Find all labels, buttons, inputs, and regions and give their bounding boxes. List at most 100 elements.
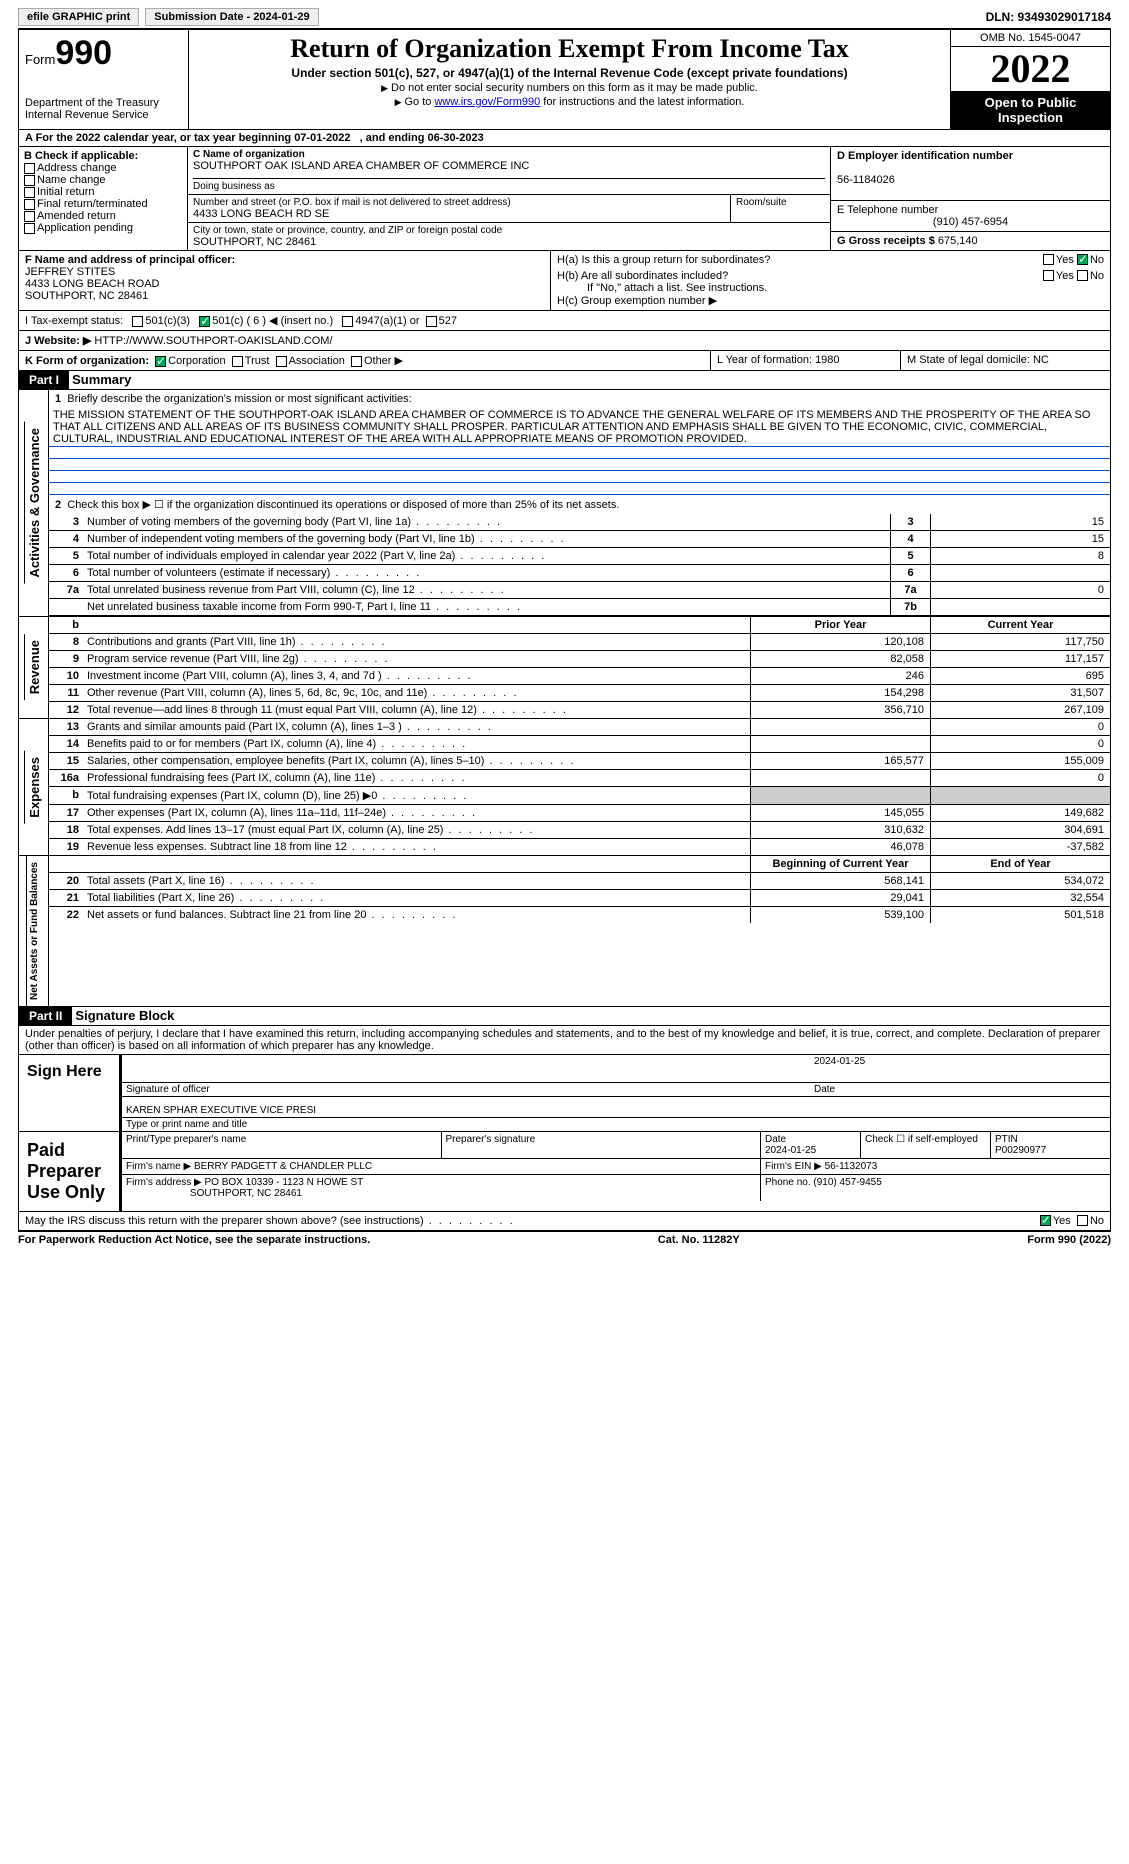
line-num: 11: [49, 685, 83, 701]
line-text: Professional fundraising fees (Part IX, …: [83, 770, 750, 786]
line-num: 14: [49, 736, 83, 752]
c-label: C Name of organization: [193, 149, 305, 160]
line-num: 10: [49, 668, 83, 684]
ein-value: 56-1184026: [837, 174, 895, 186]
line-text: Revenue less expenses. Subtract line 18 …: [83, 839, 750, 855]
gov-label: Activities & Governance: [24, 422, 44, 584]
eoy-header: End of Year: [930, 856, 1110, 872]
dept-treasury: Department of the Treasury: [25, 97, 182, 109]
line-value: 15: [930, 531, 1110, 547]
rev-label: Revenue: [24, 634, 44, 700]
prior-value: 246: [750, 668, 930, 684]
part1-header: Part I Summary: [18, 371, 1111, 390]
efile-button[interactable]: efile GRAPHIC print: [18, 8, 139, 26]
entity-section: B Check if applicable: Address change Na…: [18, 147, 1111, 251]
checkbox[interactable]: [426, 316, 437, 327]
firm-addr-label: Firm's address ▶: [126, 1177, 202, 1188]
checkbox[interactable]: [232, 356, 243, 367]
date-label: Date: [765, 1134, 786, 1145]
firm-ein-label: Firm's EIN ▶: [765, 1161, 822, 1172]
curr-value: 267,109: [930, 702, 1110, 718]
checkbox-checked[interactable]: [1040, 1215, 1051, 1226]
ptin-label: PTIN: [995, 1134, 1018, 1145]
ssn-note: Do not enter social security numbers on …: [199, 82, 940, 94]
discuss-row: May the IRS discuss this return with the…: [18, 1212, 1111, 1231]
sign-here-label: Sign Here: [19, 1055, 119, 1131]
checkbox[interactable]: [24, 223, 35, 234]
i-label: I Tax-exempt status:: [25, 315, 123, 327]
checkbox[interactable]: [276, 356, 287, 367]
blank-line: [49, 471, 1110, 483]
net-label: Net Assets or Fund Balances: [26, 856, 42, 1006]
website-row: J Website: ▶ HTTP://WWW.SOUTHPORT-OAKISL…: [18, 331, 1111, 351]
line-text: Number of independent voting members of …: [83, 531, 890, 547]
line-num: [49, 599, 83, 615]
prior-value: 568,141: [750, 873, 930, 889]
checkbox[interactable]: [351, 356, 362, 367]
checkbox[interactable]: [24, 211, 35, 222]
line-text: Net assets or fund balances. Subtract li…: [83, 907, 750, 923]
line-num: 13: [49, 719, 83, 735]
governance-section: Activities & Governance 1 Briefly descri…: [18, 390, 1111, 616]
line-num: 5: [49, 548, 83, 564]
line-text: Total assets (Part X, line 16): [83, 873, 750, 889]
curr-value: 304,691: [930, 822, 1110, 838]
paid-prep-label: Paid Preparer Use Only: [19, 1132, 119, 1211]
checkbox[interactable]: [342, 316, 353, 327]
line-num: 16a: [49, 770, 83, 786]
irs-link[interactable]: www.irs.gov/Form990: [434, 96, 540, 108]
curr-value: -37,582: [930, 839, 1110, 855]
prior-value: 539,100: [750, 907, 930, 923]
line-num: 7a: [49, 582, 83, 598]
netassets-section: Net Assets or Fund Balances Beginning of…: [18, 855, 1111, 1007]
line-num: 9: [49, 651, 83, 667]
checkbox[interactable]: [1077, 1215, 1088, 1226]
line-num: 21: [49, 890, 83, 906]
room-suite: Room/suite: [731, 195, 831, 223]
prep-name-label: Print/Type preparer's name: [122, 1132, 441, 1159]
checkbox[interactable]: [24, 199, 35, 210]
officer-addr2: SOUTHPORT, NC 28461: [25, 290, 148, 302]
line-num: b: [49, 787, 83, 804]
line-box: 7a: [890, 582, 930, 598]
checkbox[interactable]: [24, 187, 35, 198]
line-text: Other expenses (Part IX, column (A), lin…: [83, 805, 750, 821]
line-text: Benefits paid to or for members (Part IX…: [83, 736, 750, 752]
checkbox[interactable]: [24, 175, 35, 186]
submission-button[interactable]: Submission Date - 2024-01-29: [145, 8, 318, 26]
line-value: [930, 565, 1110, 581]
prior-value: 310,632: [750, 822, 930, 838]
checkbox-checked[interactable]: [155, 356, 166, 367]
line-text: Total revenue—add lines 8 through 11 (mu…: [83, 702, 750, 718]
l2-text: Check this box ▶ ☐ if the organization d…: [67, 499, 619, 511]
line-text: Grants and similar amounts paid (Part IX…: [83, 719, 750, 735]
checkbox[interactable]: [132, 316, 143, 327]
line-num: 17: [49, 805, 83, 821]
addr-label: Number and street (or P.O. box if mail i…: [193, 197, 725, 208]
line-text: Number of voting members of the governin…: [83, 514, 890, 530]
officer-row: F Name and address of principal officer:…: [18, 251, 1111, 311]
checkbox-checked[interactable]: [1077, 254, 1088, 265]
l1-label: Briefly describe the organization's miss…: [67, 393, 411, 405]
dln-label: DLN: 93493029017184: [986, 10, 1111, 24]
sig-officer-cell[interactable]: [122, 1055, 810, 1083]
page-footer: For Paperwork Reduction Act Notice, see …: [18, 1231, 1111, 1246]
phone-value: (910) 457-6954: [837, 216, 1104, 228]
firm-label: Firm's name ▶: [126, 1161, 191, 1172]
firm-name: BERRY PADGETT & CHANDLER PLLC: [194, 1161, 372, 1172]
checkbox[interactable]: [1043, 270, 1054, 281]
prior-value: [750, 736, 930, 752]
firm-phone-label: Phone no.: [765, 1177, 811, 1188]
checkbox-checked[interactable]: [199, 316, 210, 327]
checkbox[interactable]: [1043, 254, 1054, 265]
blank-line: [49, 483, 1110, 495]
blank-line: [49, 447, 1110, 459]
checkbox[interactable]: [24, 163, 35, 174]
checkbox[interactable]: [1077, 270, 1088, 281]
discuss-text: May the IRS discuss this return with the…: [25, 1215, 1040, 1227]
line-value: 15: [930, 514, 1110, 530]
year-formation: 1980: [815, 354, 839, 366]
line-num: 6: [49, 565, 83, 581]
prep-sig-label: Preparer's signature: [441, 1132, 761, 1159]
line-box: 6: [890, 565, 930, 581]
